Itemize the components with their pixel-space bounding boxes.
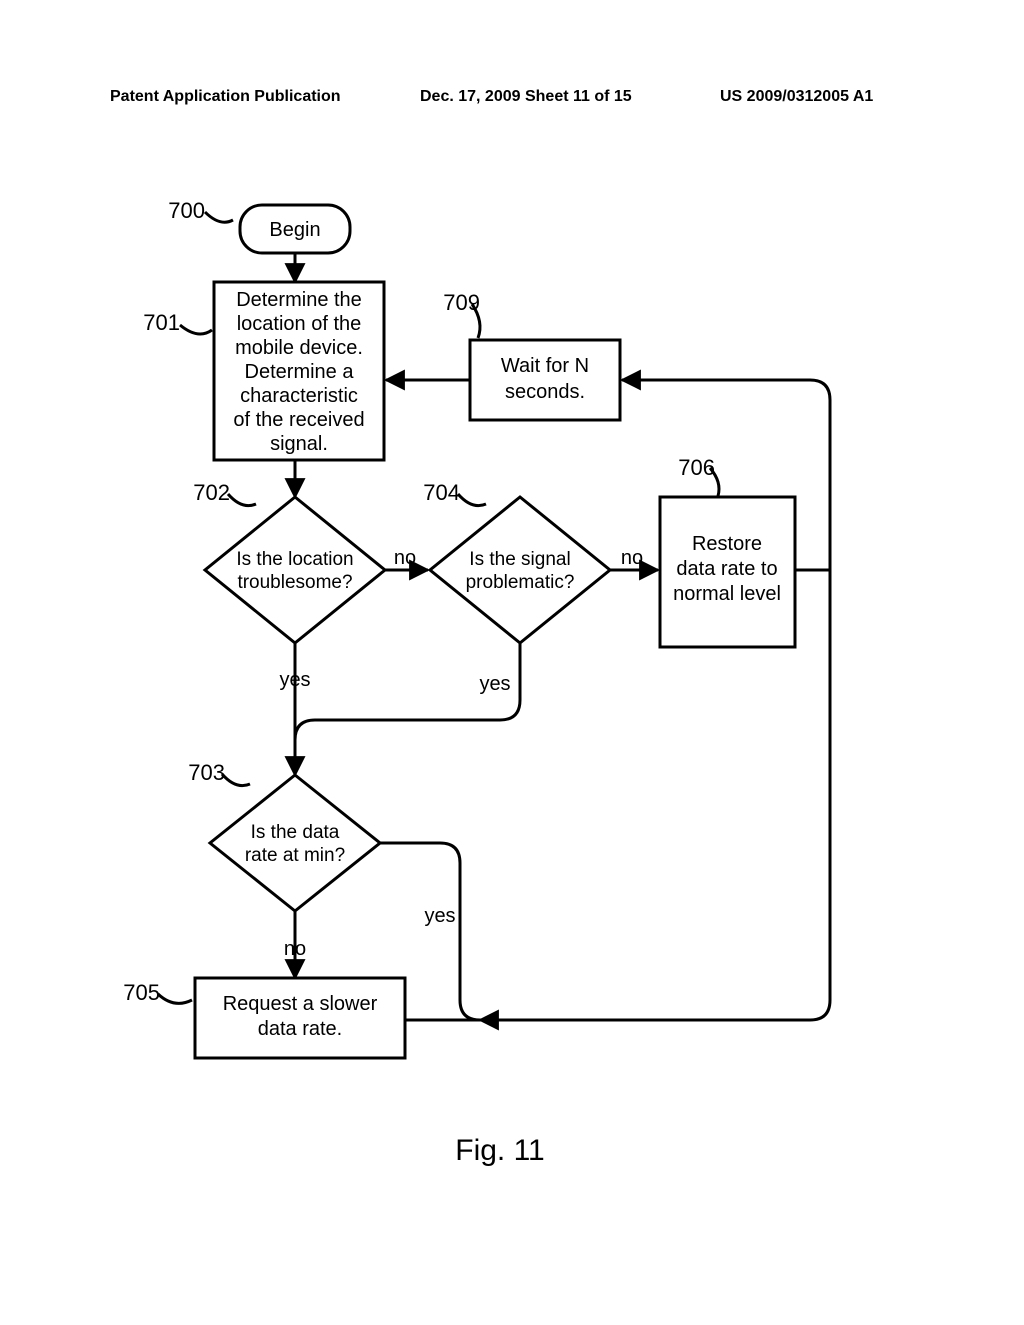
node-701: Determine the location of the mobile dev…: [214, 282, 384, 460]
node-709: Wait for N seconds.: [470, 340, 620, 420]
n709-l1: Wait for N: [501, 355, 589, 377]
ref-702-leader: [228, 494, 256, 506]
node-706: Restore data rate to normal level: [660, 497, 795, 647]
ref-702: 702: [193, 480, 230, 505]
edge-702-704-label: no: [394, 547, 416, 569]
node-702: Is the location troublesome?: [205, 497, 385, 643]
flowchart: Begin 700 Determine the location of the …: [0, 0, 1024, 1320]
n701-l3: mobile device.: [235, 337, 363, 359]
ref-704-leader: [458, 494, 486, 506]
ref-701-leader: [180, 325, 212, 334]
header-left: Patent Application Publication: [110, 88, 341, 106]
n705-l2: data rate.: [258, 1018, 343, 1040]
n702-l1: Is the location: [236, 549, 353, 570]
edge-704-706-label: no: [621, 547, 643, 569]
node-begin: Begin: [240, 205, 350, 253]
n701-l2: location of the: [237, 313, 362, 335]
ref-706: 706: [678, 455, 715, 480]
n709-l2: seconds.: [505, 381, 585, 403]
ref-705-leader: [158, 994, 192, 1003]
edge-703-yes-label: yes: [424, 905, 455, 927]
page: Patent Application Publication Dec. 17, …: [0, 0, 1024, 1320]
edge-702-yes: yes: [279, 669, 310, 691]
n701-l1: Determine the: [236, 289, 362, 311]
edge-703-no: no: [284, 938, 306, 960]
n706-l2: data rate to: [676, 558, 777, 580]
header-right: US 2009/0312005 A1: [720, 88, 873, 106]
node-705: Request a slower data rate.: [195, 978, 405, 1058]
n702-l2: troublesome?: [237, 572, 352, 593]
n705-l1: Request a slower: [223, 993, 378, 1015]
node-703: Is the data rate at min?: [210, 775, 380, 911]
n701-l4: Determine a: [245, 361, 355, 383]
ref-704: 704: [423, 480, 460, 505]
begin-label: Begin: [269, 219, 320, 241]
figure-caption: Fig. 11: [455, 1134, 545, 1167]
ref-703: 703: [188, 760, 225, 785]
n701-l6: of the received: [233, 409, 364, 431]
ref-703-leader: [222, 774, 250, 786]
ref-701: 701: [143, 310, 180, 335]
n701-l5: characteristic: [240, 385, 358, 407]
n703-l1: Is the data: [251, 822, 340, 843]
n706-l3: normal level: [673, 583, 781, 605]
n701-l7: signal.: [270, 433, 328, 455]
n703-l2: rate at min?: [245, 845, 345, 866]
edge-704-yes-label: yes: [479, 673, 510, 695]
ref-705: 705: [123, 980, 160, 1005]
node-704: Is the signal problematic?: [430, 497, 610, 643]
header-mid: Dec. 17, 2009 Sheet 11 of 15: [420, 88, 632, 106]
ref-700-leader: [205, 212, 233, 222]
n704-l2: problematic?: [466, 572, 575, 593]
n706-l1: Restore: [692, 533, 762, 555]
n704-l1: Is the signal: [469, 549, 570, 570]
edge-return-bus: [480, 380, 830, 1020]
ref-700: 700: [168, 198, 205, 223]
